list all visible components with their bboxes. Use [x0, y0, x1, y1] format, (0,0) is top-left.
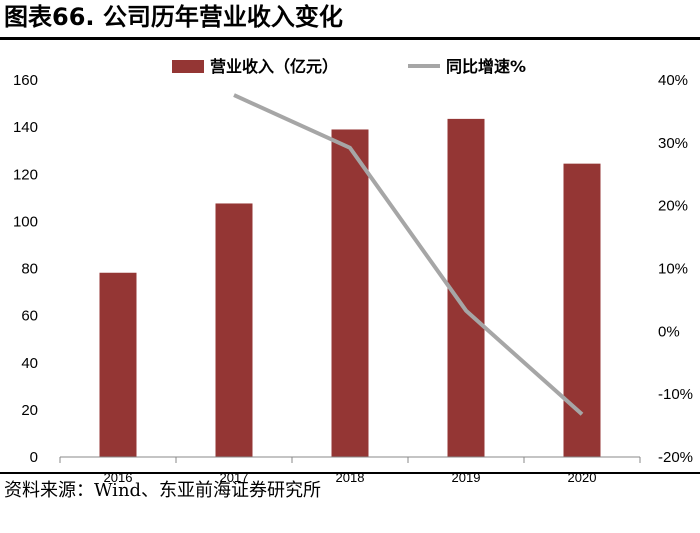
right-tick-label: 30%	[658, 135, 688, 152]
left-tick-label: 20	[21, 402, 38, 419]
right-tick-label: 40%	[658, 72, 688, 89]
left-tick-label: 60	[21, 308, 38, 325]
left-tick-label: 0	[30, 449, 38, 466]
right-tick-label: -10%	[658, 386, 693, 403]
left-tick-label: 120	[13, 166, 38, 183]
source-note: 资料来源：Wind、东亚前海证券研究所	[4, 480, 322, 501]
left-tick-label: 80	[21, 261, 38, 278]
revenue-bar	[447, 118, 485, 458]
chart-title: 图表66. 公司历年营业收入变化	[4, 3, 343, 31]
left-tick-label: 40	[21, 355, 38, 372]
right-tick-label: 20%	[658, 198, 688, 215]
growth-line-path	[233, 93, 584, 416]
legend-line-label: 同比增速%	[446, 57, 526, 76]
revenue-bar	[331, 129, 369, 457]
revenue-bar	[563, 163, 601, 457]
growth-line	[233, 93, 584, 416]
revenue-bar	[215, 203, 253, 457]
legend-bar-swatch	[172, 60, 204, 73]
left-axis-ticks: 0 20 40 60 80 100 120 140 160	[13, 72, 38, 466]
legend: 营业收入（亿元） 同比增速%	[172, 57, 526, 76]
right-tick-label: 0%	[658, 323, 680, 340]
legend-bar-label: 营业收入（亿元）	[210, 57, 338, 76]
revenue-bars	[99, 118, 601, 458]
left-tick-label: 160	[13, 72, 38, 89]
right-tick-label: -20%	[658, 449, 693, 466]
footer-divider	[0, 472, 700, 474]
left-tick-label: 100	[13, 213, 38, 230]
title-divider	[0, 37, 700, 40]
right-tick-label: 10%	[658, 261, 688, 278]
left-tick-label: 140	[13, 119, 38, 136]
right-axis-ticks: -20% -10% 0% 10% 20% 30% 40%	[658, 72, 693, 466]
revenue-bar	[99, 272, 137, 457]
